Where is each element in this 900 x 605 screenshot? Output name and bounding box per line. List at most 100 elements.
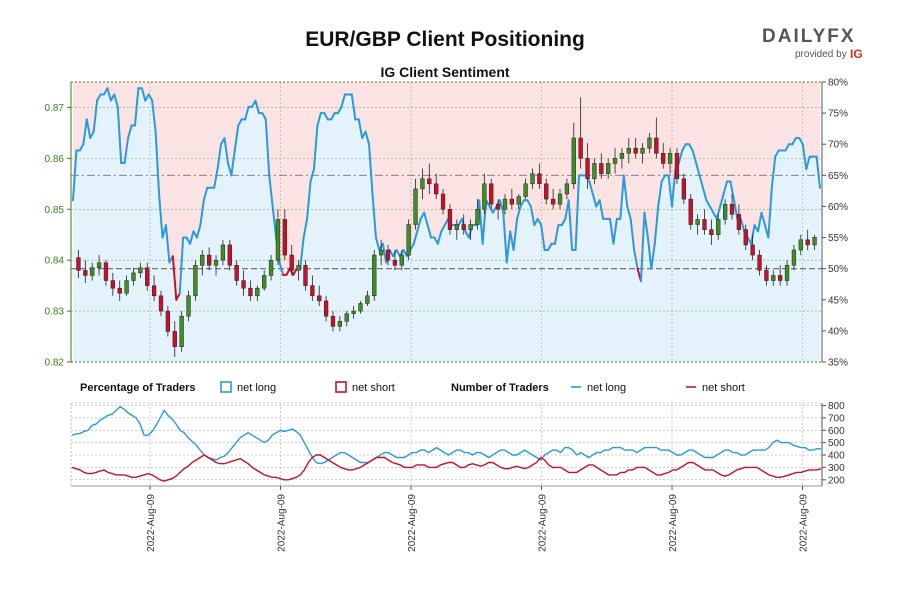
candle-body-99 bbox=[757, 254, 762, 271]
candle-85 bbox=[661, 143, 666, 169]
candle-102 bbox=[778, 265, 783, 286]
candle-body-30 bbox=[282, 219, 287, 256]
candle-body-71 bbox=[564, 183, 570, 195]
sentiment-segment-85 bbox=[364, 130, 371, 146]
sentiment-segment-180 bbox=[691, 149, 698, 164]
sentiment-segment-200 bbox=[760, 211, 766, 227]
sentiment-segment-42 bbox=[216, 143, 223, 171]
sentiment-segment-128 bbox=[512, 217, 519, 251]
right-tick-label-6: 65% bbox=[828, 171, 848, 182]
candle-73 bbox=[578, 97, 583, 169]
candle-86 bbox=[667, 148, 673, 174]
candle-body-86 bbox=[667, 153, 673, 164]
dailyfx-logo: DAILYFX provided by IG bbox=[762, 26, 863, 61]
bottom-right-tick-label-5: 700 bbox=[828, 413, 845, 424]
candle-54 bbox=[447, 204, 453, 235]
candle-30 bbox=[282, 209, 287, 261]
sentiment-segment-75 bbox=[330, 112, 336, 121]
left-tick-label-1: 0.83 bbox=[45, 307, 65, 318]
sentiment-segment-24 bbox=[154, 130, 161, 195]
candle-body-100 bbox=[764, 270, 769, 281]
candle-67 bbox=[537, 163, 542, 189]
sentiment-segment-207 bbox=[784, 143, 791, 152]
sentiment-segment-170 bbox=[657, 180, 663, 208]
candle-body-88 bbox=[681, 178, 686, 200]
candle-body-28 bbox=[268, 259, 274, 276]
sentiment-segment-0 bbox=[72, 149, 78, 202]
sentiment-segment-216 bbox=[815, 155, 821, 189]
candle-45 bbox=[385, 244, 391, 266]
candle-body-34 bbox=[310, 285, 315, 297]
candle-34 bbox=[310, 275, 315, 301]
bottom-gridlines bbox=[71, 403, 822, 486]
sentiment-segment-181 bbox=[695, 161, 701, 177]
candle-body-66 bbox=[530, 173, 535, 185]
logo-ig: IG bbox=[850, 47, 863, 61]
candle-98 bbox=[750, 234, 755, 261]
candle-12 bbox=[158, 290, 164, 317]
candle-body-4 bbox=[103, 262, 109, 281]
traders-short-line bbox=[71, 454, 822, 482]
candle-94 bbox=[722, 199, 728, 225]
x-tick-label-3: 2022-Aug-09 bbox=[538, 494, 549, 552]
candle-89 bbox=[688, 194, 693, 230]
sentiment-segment-153 bbox=[598, 199, 605, 220]
candle-99 bbox=[757, 250, 762, 276]
sentiment-segment-66 bbox=[299, 236, 305, 270]
candle-66 bbox=[530, 168, 535, 189]
candle-body-9 bbox=[138, 267, 143, 274]
candle-body-37 bbox=[330, 315, 336, 327]
sentiment-segment-160 bbox=[622, 174, 629, 208]
sentiment-segment-108 bbox=[443, 217, 450, 227]
reference-lines bbox=[71, 174, 822, 270]
candle-97 bbox=[743, 224, 748, 250]
candle-body-90 bbox=[695, 219, 700, 225]
candle-body-43 bbox=[372, 254, 377, 297]
candle-41 bbox=[358, 300, 363, 314]
candle-96 bbox=[736, 204, 742, 235]
candle-47 bbox=[399, 250, 404, 271]
candle-body-6 bbox=[117, 287, 122, 294]
candle-body-40 bbox=[351, 310, 356, 314]
candle-23 bbox=[234, 260, 239, 286]
candle-18 bbox=[200, 250, 205, 276]
candle-body-77 bbox=[606, 163, 611, 174]
sentiment-segment-60 bbox=[278, 261, 284, 276]
sentiment-segment-29 bbox=[171, 255, 178, 301]
sentiment-segment-36 bbox=[195, 224, 202, 239]
candle-20 bbox=[213, 255, 219, 276]
sentiment-segment-162 bbox=[629, 217, 636, 251]
sentiment-segment-30 bbox=[175, 292, 181, 301]
sentiment-segment-21 bbox=[144, 93, 150, 102]
candle-body-45 bbox=[385, 249, 391, 261]
candle-body-25 bbox=[248, 287, 253, 297]
candle-body-61 bbox=[495, 203, 501, 210]
candle-36 bbox=[323, 295, 329, 322]
candle-body-35 bbox=[317, 295, 322, 302]
sentiment-segment-37 bbox=[199, 199, 205, 227]
candle-107 bbox=[812, 234, 817, 250]
candle-body-104 bbox=[791, 249, 797, 266]
sentiment-segment-187 bbox=[715, 205, 722, 220]
candle-100 bbox=[764, 265, 769, 286]
candle-body-42 bbox=[365, 295, 370, 304]
sentiment-segment-167 bbox=[646, 236, 653, 270]
left-tick-label-2: 0.84 bbox=[45, 256, 65, 267]
sentiment-segment-3 bbox=[82, 118, 88, 146]
candle-5 bbox=[110, 272, 115, 296]
sentiment-segment-182 bbox=[698, 174, 704, 189]
sentiment-segment-77 bbox=[337, 105, 343, 115]
candle-body-41 bbox=[358, 303, 363, 312]
candle-body-11 bbox=[151, 285, 157, 297]
candle-body-27 bbox=[262, 275, 267, 289]
candle-35 bbox=[317, 285, 322, 306]
candle-body-21 bbox=[220, 244, 226, 261]
sentiment-segment-184 bbox=[705, 199, 711, 208]
sentiment-segment-189 bbox=[722, 180, 729, 195]
candle-body-49 bbox=[413, 188, 418, 225]
candle-body-15 bbox=[179, 315, 184, 347]
candle-body-93 bbox=[716, 219, 721, 235]
sentiment-segment-106 bbox=[436, 230, 443, 245]
candle-104 bbox=[791, 244, 797, 271]
logo-brand: DAILYFX bbox=[762, 26, 856, 47]
